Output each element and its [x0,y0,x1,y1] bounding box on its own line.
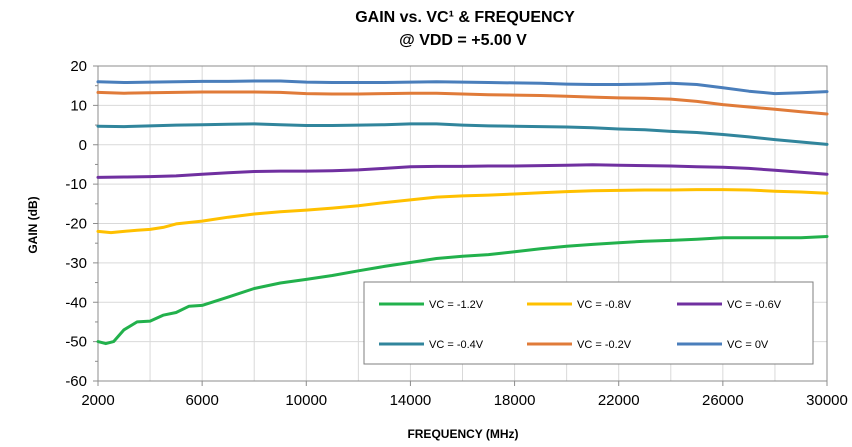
y-tick-label: 10 [70,97,87,114]
series-line-vc-0.6v [96,163,829,179]
x-tick-label: 30000 [806,392,848,409]
legend-label: VC = 0V [727,339,769,351]
x-axis-ticks: 2000 6000 10000 14000 18000 22000 26000 30000 [81,381,848,409]
legend-label: VC = -0.8V [577,299,632,311]
series-line-vc0v [96,79,829,96]
series-line-vc-0.4v [96,122,829,146]
x-tick-label: 22000 [598,392,640,409]
legend-label: VC = -0.4V [429,339,484,351]
chart-title: GAIN vs. VC¹ & FREQUENCY [355,9,575,26]
y-axis-ticks: 20 10 0 -10 -20 -30 -40 -50 -60 [65,58,98,390]
x-tick-label: 26000 [702,392,744,409]
x-tick-label: 10000 [285,392,327,409]
y-tick-label: -50 [65,334,87,351]
y-tick-label: -60 [65,373,87,390]
y-tick-label: -10 [65,176,87,193]
y-tick-label: -20 [65,216,87,233]
series-line-vc-1.2v [96,235,829,346]
series-line-vc-0.2v [96,90,829,116]
legend-label: VC = -1.2V [429,299,484,311]
chart-subtitle: @ VDD = +5.00 V [399,32,527,49]
y-tick-label: 20 [70,58,87,75]
chart-legend: VC = -1.2V VC = -0.8V VC = -0.6V VC = -0.4V… [363,281,814,365]
x-tick-label: 2000 [81,392,114,409]
x-axis-title: FREQUENCY (MHz) [407,427,518,441]
series-lines [96,79,829,346]
legend-label: VC = -0.6V [727,299,782,311]
series-line-vc-0.8v [96,188,829,235]
legend-box [363,281,814,365]
y-tick-label: -30 [65,255,87,272]
legend-label: VC = -0.2V [577,339,632,351]
y-tick-label: 0 [79,137,87,154]
y-axis-title: GAIN (dB) [26,196,40,253]
x-tick-label: 6000 [185,392,218,409]
x-tick-label: 14000 [390,392,432,409]
x-tick-label: 18000 [494,392,536,409]
y-tick-label: -40 [65,294,87,311]
